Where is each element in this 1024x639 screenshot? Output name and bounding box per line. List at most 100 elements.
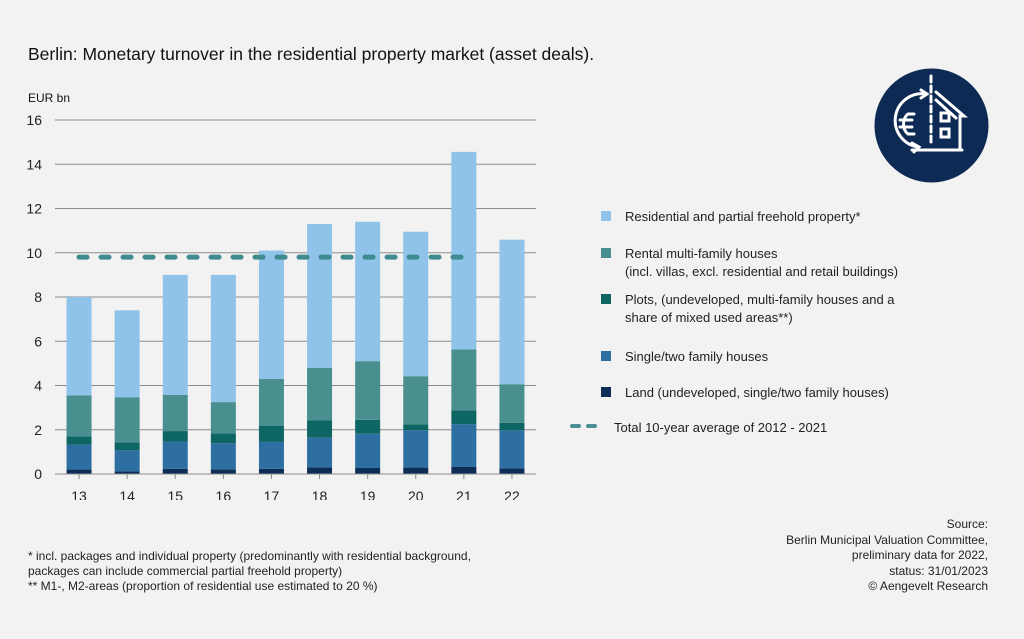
bar-segment-single [162,441,188,469]
legend-item-single: Single/two family houses [570,348,768,366]
bar-segment-single [210,443,236,470]
legend-dash-average [570,421,600,431]
y-tick-label: 10 [26,245,42,261]
legend-swatch-single [601,351,611,361]
bar-segment-residential [210,274,236,403]
source-line: preliminary data for 2022, [851,548,988,562]
bar-segment-rental [66,395,92,437]
x-tick-label: 19 [360,488,376,500]
y-tick-label: 12 [26,201,42,217]
bar-segment-residential [114,310,140,398]
legend-item-land: Land (undeveloped, single/two family hou… [570,384,889,402]
bar-stack [307,223,333,474]
legend-label: Single/two family houses [625,349,769,364]
bar-segment-single [258,441,284,469]
bar-segment-plots [258,425,284,442]
bar-segment-residential [499,239,525,385]
bar-segment-rental [403,376,429,425]
bar-segment-land [403,467,429,474]
bar-segment-single [114,450,140,472]
bar-segment-residential [355,221,381,362]
bar-segment-plots [307,420,333,438]
bar-segment-plots [355,419,381,434]
legend-item-residential: Residential and partial freehold propert… [570,208,861,226]
bar-segment-single [66,444,92,470]
legend-swatch-plots [601,294,611,304]
bar-stack [499,239,525,474]
legend-label: Residential and partial freehold propert… [625,209,861,224]
chart-title: Berlin: Monetary turnover in the residen… [28,44,595,64]
bar-segment-plots [451,410,477,425]
source-line: Source: [946,517,988,531]
x-tick-label: 22 [504,488,520,500]
bar-segment-plots [403,424,429,431]
bar-segment-land [162,468,188,474]
bar-stack [114,310,140,474]
source-line: status: 31/01/2023 [889,563,988,578]
bar-segment-land [307,467,333,474]
bar-segment-rental [499,384,525,423]
bar-stack [403,231,429,474]
legend-label: Total 10-year average of 2012 - 2021 [614,420,828,435]
bar-segment-rental [451,349,477,411]
bar-segment-plots [210,433,236,444]
bar-stack [162,274,188,474]
x-tick-label: 18 [312,488,328,500]
bar-stack [451,151,477,474]
bar-segment-residential [403,231,429,377]
bar-segment-residential [66,297,92,396]
legend-item-rental: Rental multi-family houses (incl. villas… [570,245,898,281]
bar-segment-single [499,430,525,469]
bar-stack [66,297,92,474]
bars [66,151,525,474]
y-tick-label: 4 [34,378,42,394]
bar-segment-rental [210,402,236,434]
bar-segment-residential [451,151,477,350]
stacked-bar-chart: 0 2 4 6 8 10 12 14 16 13 14 15 16 17 18 19 20 21 22 [26,112,536,500]
footnote-line: ** M1-, M2-areas (proportion of resident… [28,579,378,593]
source-note: Source: Berlin Municipal Valuation Commi… [786,517,988,595]
legend-label: Land (undeveloped, single/two family hou… [625,385,889,400]
bar-segment-plots [499,422,525,431]
bar-segment-rental [355,361,381,420]
bar-segment-plots [114,442,140,451]
bar-stack [210,274,236,474]
legend-label: Rental multi-family houses (incl. villas… [625,246,899,279]
y-axis-ticks: 0 2 4 6 8 10 12 14 16 [26,112,42,482]
legend-swatch-rental [601,248,611,258]
x-tick-label: 14 [119,488,135,500]
bar-segment-land [355,468,381,474]
x-tick-label: 16 [216,488,232,500]
bar-segment-rental [258,378,284,426]
bar-segment-land [499,468,525,474]
source-line: Berlin Municipal Valuation Committee, [786,532,988,547]
y-tick-label: 0 [34,466,42,482]
legend-swatch-residential [601,211,611,221]
bar-segment-land [258,468,284,474]
bar-segment-rental [114,397,140,443]
x-axis: 13 14 15 16 17 18 19 20 21 22 [55,473,536,500]
x-tick-label: 13 [71,488,87,500]
bar-segment-single [355,433,381,469]
bar-segment-single [451,424,477,467]
bar-segment-single [307,437,333,468]
source-line: © Aengevelt Research [868,579,988,593]
bar-segment-residential [307,223,333,368]
y-axis-unit-label: EUR bn [28,91,71,105]
bar-segment-land [66,469,92,474]
bar-segment-land [451,466,477,474]
bar-segment-rental [162,394,188,432]
y-tick-label: 16 [26,112,42,128]
legend-label: Plots, (undeveloped, multi-family houses… [625,292,895,325]
bar-segment-residential [258,250,284,379]
y-tick-label: 14 [26,156,42,172]
x-tick-label: 15 [167,488,183,500]
footnotes: * incl. packages and individual property… [28,549,471,594]
bar-stack [258,250,284,474]
x-tick-label: 17 [264,488,280,500]
y-tick-label: 6 [34,333,42,349]
euro-house-exchange-icon [874,68,989,183]
bar-segment-residential [162,274,188,395]
bar-segment-plots [162,431,188,442]
bar-segment-land [210,469,236,474]
